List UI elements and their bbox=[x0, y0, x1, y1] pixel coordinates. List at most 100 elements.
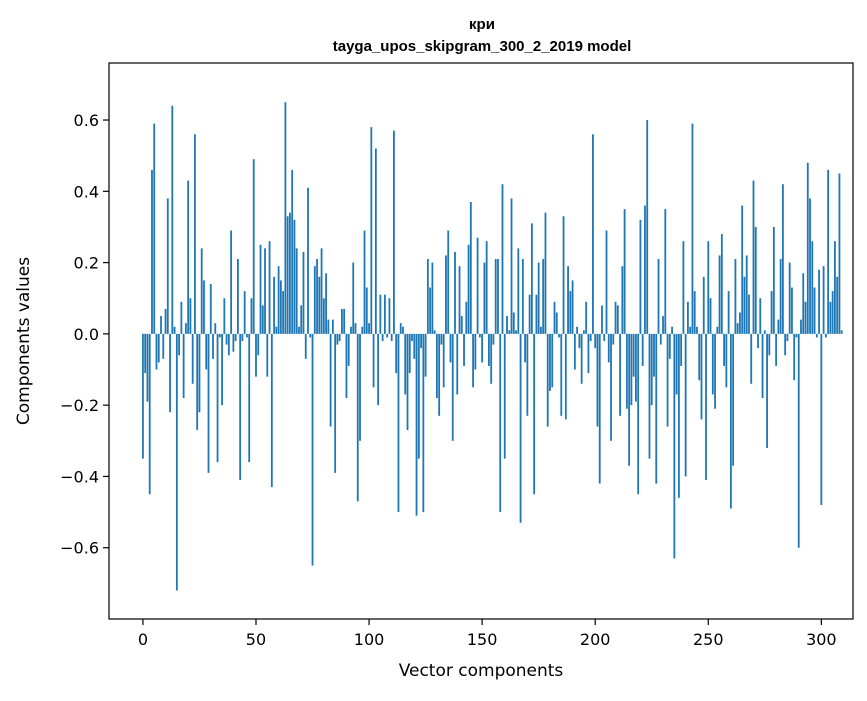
bar-220 bbox=[639, 219, 642, 334]
bar-212 bbox=[621, 266, 624, 334]
bar-104 bbox=[377, 333, 380, 406]
bar-168 bbox=[521, 259, 524, 334]
bar-34 bbox=[218, 333, 221, 338]
bar-57 bbox=[270, 333, 273, 488]
bar-91 bbox=[347, 333, 350, 366]
bar-121 bbox=[415, 333, 418, 516]
bar-102 bbox=[372, 333, 375, 388]
bar-278 bbox=[770, 291, 773, 334]
bar-184 bbox=[558, 333, 560, 338]
bar-93 bbox=[352, 262, 355, 334]
bar-127 bbox=[429, 287, 432, 334]
bar-99 bbox=[365, 287, 368, 334]
bar-215 bbox=[628, 333, 631, 466]
bar-194 bbox=[580, 333, 583, 384]
x-axis-ticks: 0 50 100 150 200 250 300 bbox=[138, 619, 837, 649]
bar-250 bbox=[707, 241, 710, 334]
bar-78 bbox=[318, 276, 321, 334]
bar-300 bbox=[820, 333, 823, 505]
bar-201 bbox=[596, 333, 599, 427]
bar-97 bbox=[361, 326, 364, 334]
bar-61 bbox=[279, 280, 282, 334]
bar-5 bbox=[153, 123, 156, 334]
bar-88 bbox=[341, 308, 343, 334]
bar-133 bbox=[442, 333, 445, 388]
bar-86 bbox=[336, 333, 339, 345]
bar-143 bbox=[465, 301, 468, 334]
bar-186 bbox=[562, 216, 565, 334]
bar-141 bbox=[460, 316, 463, 334]
bars-group bbox=[142, 102, 843, 591]
bar-68 bbox=[295, 248, 298, 334]
x-tick-label: 150 bbox=[467, 630, 498, 649]
bar-24 bbox=[196, 333, 199, 431]
bar-232 bbox=[666, 333, 669, 427]
bar-288 bbox=[793, 333, 796, 381]
bar-157 bbox=[497, 259, 499, 334]
bar-62 bbox=[282, 291, 285, 334]
bar-298 bbox=[815, 333, 818, 338]
bar-25 bbox=[198, 333, 201, 413]
bar-200 bbox=[594, 333, 597, 349]
bar-146 bbox=[472, 333, 474, 388]
bar-145 bbox=[469, 202, 472, 334]
bar-229 bbox=[659, 333, 662, 345]
bar-259 bbox=[727, 291, 730, 334]
bar-81 bbox=[325, 273, 327, 334]
bar-304 bbox=[829, 301, 832, 334]
bar-72 bbox=[304, 333, 307, 359]
bar-286 bbox=[788, 262, 791, 334]
bar-136 bbox=[449, 333, 452, 363]
bar-101 bbox=[370, 127, 373, 334]
bar-245 bbox=[696, 326, 698, 334]
bar-0 bbox=[142, 333, 144, 459]
bar-189 bbox=[569, 291, 572, 334]
y-tick-label: 0.2 bbox=[74, 254, 99, 273]
bar-244 bbox=[693, 291, 696, 334]
bar-58 bbox=[273, 276, 275, 334]
bar-38 bbox=[227, 333, 230, 356]
bar-7 bbox=[157, 333, 160, 363]
bar-236 bbox=[675, 333, 678, 395]
bar-134 bbox=[445, 255, 447, 334]
bar-301 bbox=[822, 266, 825, 334]
bar-40 bbox=[232, 333, 235, 352]
x-axis-label: Vector components bbox=[399, 661, 564, 681]
bar-122 bbox=[417, 333, 420, 459]
bar-287 bbox=[791, 287, 793, 334]
bar-248 bbox=[702, 276, 705, 334]
bar-230 bbox=[662, 316, 664, 334]
x-tick-label: 100 bbox=[354, 630, 385, 649]
bar-309 bbox=[840, 330, 843, 334]
bar-243 bbox=[691, 123, 694, 334]
bar-296 bbox=[811, 241, 814, 334]
bar-303 bbox=[827, 169, 830, 334]
bar-111 bbox=[393, 130, 395, 334]
bar-92 bbox=[350, 326, 352, 334]
bar-187 bbox=[564, 333, 567, 420]
bar-10 bbox=[164, 308, 167, 334]
bar-142 bbox=[463, 333, 465, 366]
bar-196 bbox=[585, 301, 588, 334]
bar-246 bbox=[698, 333, 701, 381]
bar-158 bbox=[499, 333, 502, 513]
bar-308 bbox=[838, 173, 841, 334]
bar-117 bbox=[406, 333, 409, 431]
bar-112 bbox=[395, 333, 398, 374]
bar-20 bbox=[187, 180, 190, 334]
chart-subtitle: tayga_upos_skipgram_300_2_2019 model bbox=[333, 38, 632, 55]
bar-280 bbox=[775, 333, 778, 366]
bar-118 bbox=[408, 333, 411, 374]
bar-169 bbox=[524, 333, 526, 363]
bar-181 bbox=[551, 333, 554, 388]
bar-75 bbox=[311, 333, 314, 566]
bar-179 bbox=[546, 333, 549, 427]
bar-268 bbox=[748, 294, 750, 334]
bar-108 bbox=[386, 333, 389, 338]
bar-163 bbox=[510, 198, 513, 334]
bar-74 bbox=[309, 333, 312, 338]
bar-39 bbox=[230, 230, 233, 334]
bar-156 bbox=[494, 259, 497, 334]
